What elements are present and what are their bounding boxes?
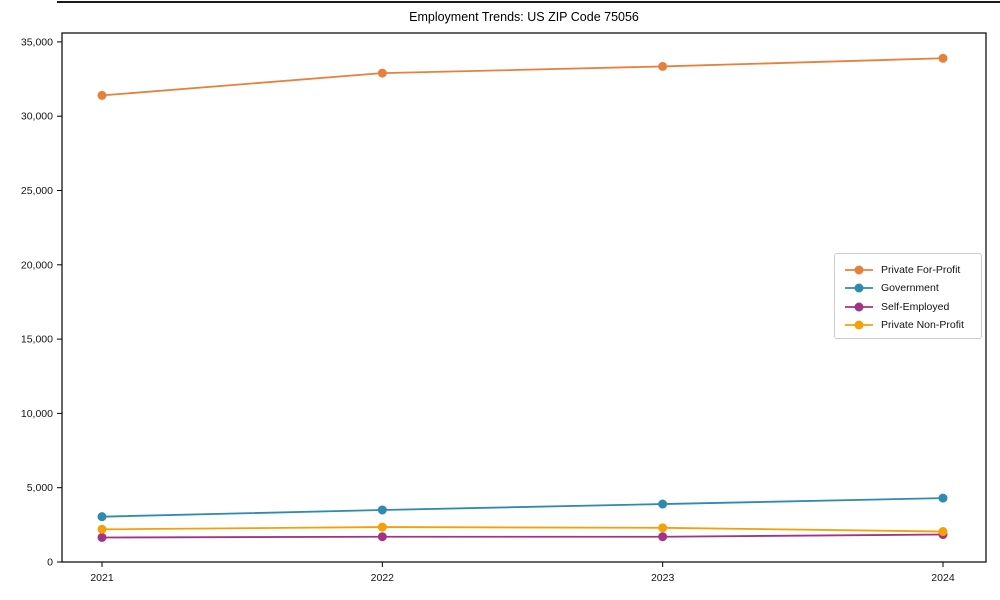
y-axis-tick-label: 0 (47, 557, 53, 569)
data-point-private-non-profit-2021 (97, 524, 107, 534)
legend-marker-icon (845, 265, 873, 274)
y-axis-tick-label: 10,000 (21, 408, 53, 420)
y-axis-tick-label: 30,000 (21, 111, 53, 123)
data-point-self-employed-2023 (658, 532, 668, 542)
legend-item-government: Government (844, 281, 981, 296)
data-point-private-non-profit-2024 (938, 527, 948, 537)
data-point-private-non-profit-2023 (658, 523, 668, 533)
y-axis-tick-label: 25,000 (21, 185, 53, 197)
legend-dot (854, 302, 864, 311)
data-point-private-for-profit-2022 (377, 68, 387, 78)
series-line-private-non-profit (101, 526, 944, 533)
legend-dot (854, 320, 864, 330)
data-point-private-for-profit-2021 (97, 90, 107, 100)
chart-title: Employment Trends: US ZIP Code 75056 (409, 10, 639, 24)
y-axis-tick-label: 15,000 (21, 334, 53, 346)
data-point-self-employed-2021 (97, 532, 107, 542)
data-point-government-2021 (97, 512, 107, 522)
series-line-private-for-profit (101, 57, 944, 97)
y-axis-tick-label: 35,000 (21, 36, 53, 48)
series-line-government (101, 497, 944, 518)
legend-dot (854, 265, 864, 274)
data-point-government-2024 (938, 493, 948, 503)
legend-dot (854, 283, 864, 293)
data-point-government-2023 (658, 499, 668, 509)
y-axis-tick-label: 5,000 (27, 482, 53, 494)
legend-marker-icon (845, 320, 873, 330)
legend-label: Government (881, 282, 939, 294)
legend-marker-icon (845, 283, 873, 293)
legend: Private For-Profit Government Self-Employe… (834, 253, 982, 339)
data-point-private-for-profit-2023 (658, 61, 668, 71)
legend-item-private-non-profit: Private Non-Profit (844, 318, 981, 333)
legend-item-self-employed: Self-Employed (844, 299, 981, 314)
legend-marker-icon (845, 302, 873, 311)
data-point-self-employed-2022 (377, 532, 387, 542)
legend-label: Private Non-Profit (881, 319, 964, 331)
x-axis-tick-label: 2024 (931, 572, 955, 584)
top-edge-line (57, 1, 1000, 3)
data-point-private-non-profit-2022 (377, 522, 387, 532)
series-line-self-employed (101, 533, 943, 539)
data-point-government-2022 (377, 505, 387, 515)
x-axis-tick-label: 2023 (651, 572, 675, 584)
legend-item-private-for-profit: Private For-Profit (844, 262, 981, 277)
data-point-private-for-profit-2024 (938, 53, 948, 63)
y-axis-tick-label: 20,000 (21, 259, 53, 271)
x-axis-tick-label: 2021 (90, 572, 114, 584)
legend-label: Private For-Profit (881, 263, 961, 276)
x-axis-tick-label: 2022 (371, 572, 395, 584)
plot-frame (61, 32, 987, 563)
legend-label: Self-Employed (881, 300, 950, 313)
